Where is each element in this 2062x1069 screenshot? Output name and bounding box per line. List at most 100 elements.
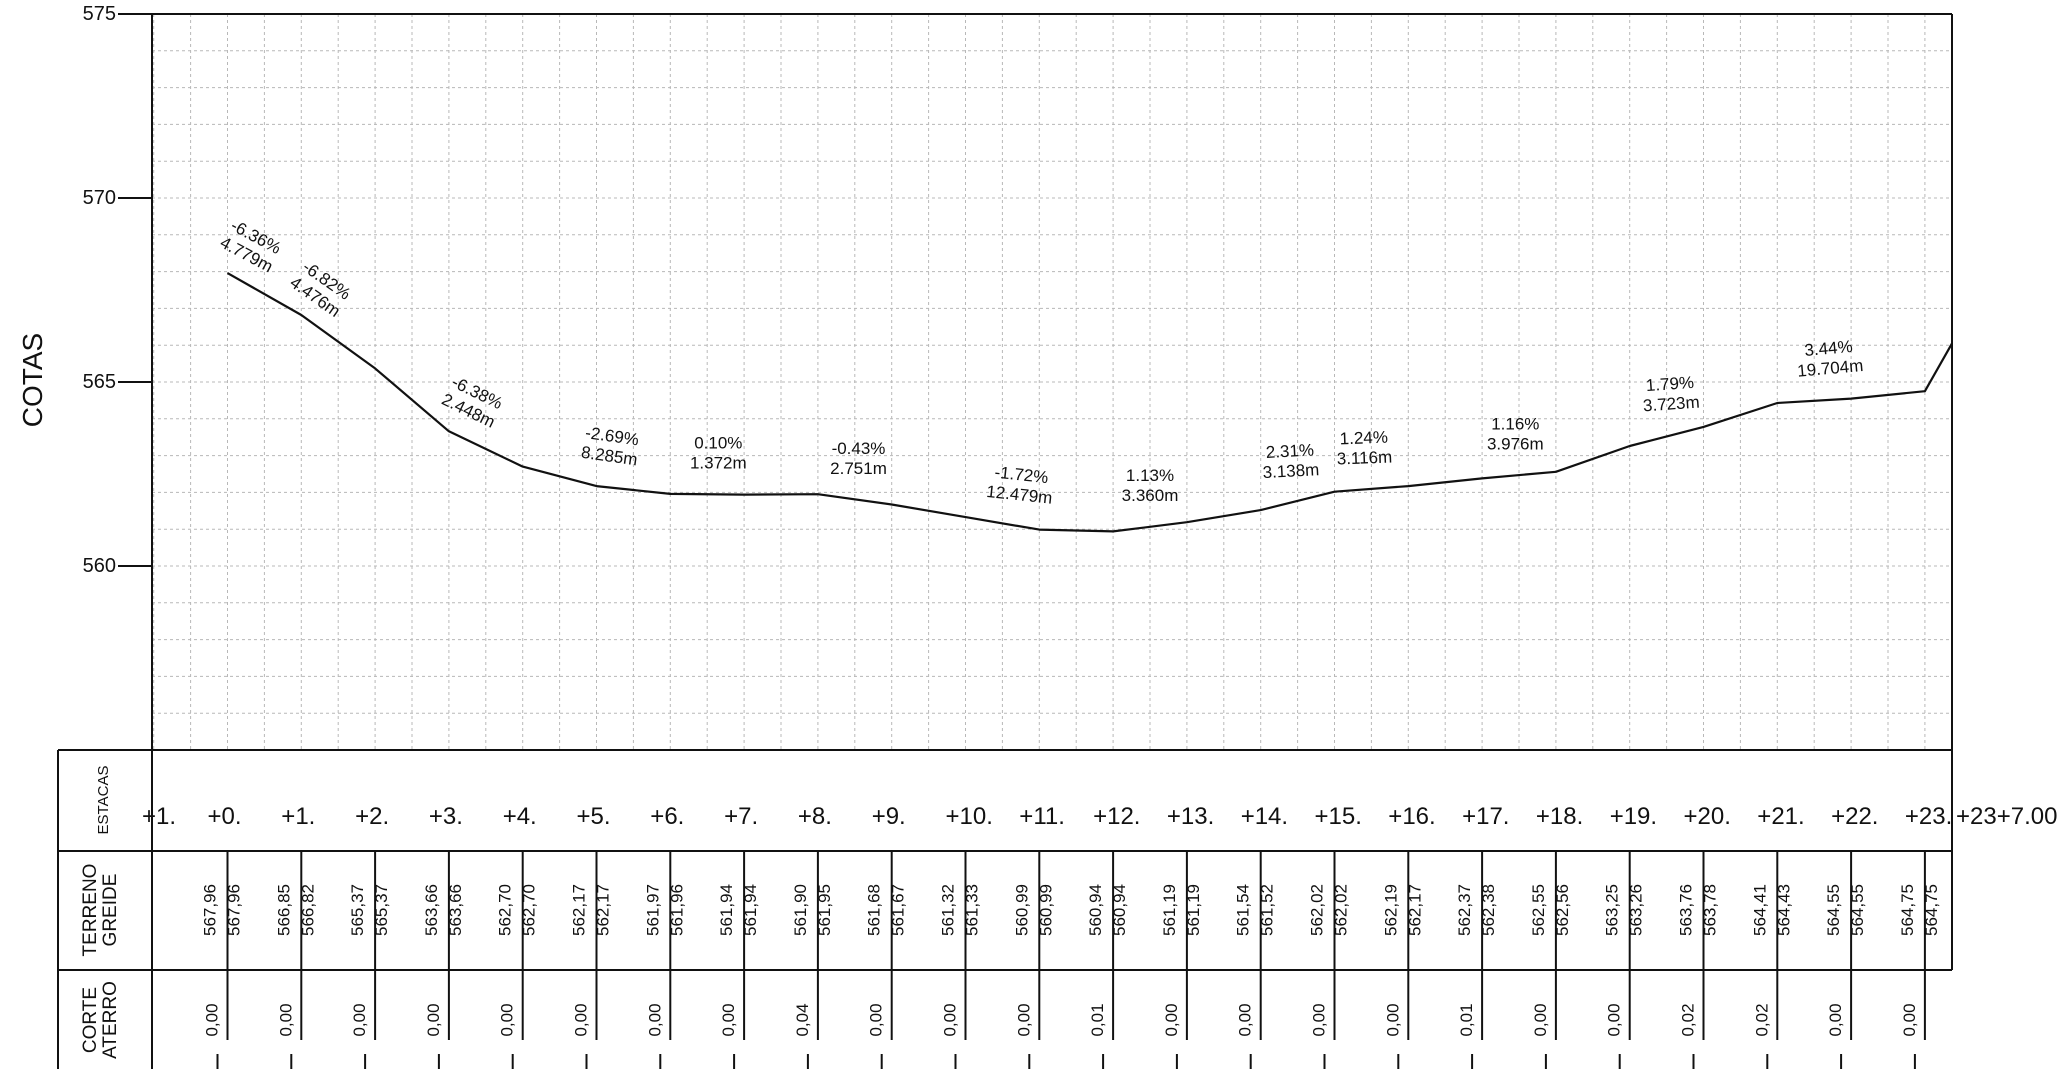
grid: [152, 14, 1952, 750]
profile-line: [226, 272, 1953, 533]
station-label: +5.: [577, 803, 611, 830]
table-row-label: CORTE: [80, 987, 101, 1053]
corte-value: 0,04: [793, 1003, 812, 1036]
greide-value: 562,70: [520, 884, 539, 936]
corte-value: 0,00: [867, 1003, 886, 1036]
terreno-value: 564,75: [1898, 884, 1917, 936]
station-label: +6.: [650, 803, 684, 830]
data-table: ESTACAS TERRENO GREIDE CORTE ATERRO +1. +0. +1.…: [57, 749, 2057, 1069]
station-label: +13.: [1167, 803, 1214, 830]
station-label: +0.: [208, 803, 242, 830]
corte-value: 0,00: [1310, 1003, 1329, 1036]
corte-value: 0,00: [1826, 1003, 1845, 1036]
station-label: +19.: [1610, 803, 1657, 830]
y-tick-label: 560: [83, 555, 116, 577]
grade-label: -0.43%2.751m: [830, 439, 887, 478]
terreno-value: 566,85: [274, 884, 293, 936]
corte-value: 0,00: [276, 1003, 295, 1036]
greide-value: 560,99: [1036, 884, 1055, 936]
station-label: +1.: [142, 803, 176, 830]
station-label: +1.: [281, 803, 315, 830]
terreno-value: 567,96: [201, 884, 220, 936]
corte-value: 0,00: [719, 1003, 738, 1036]
y-tick-label: 570: [83, 187, 116, 209]
terreno-value: 561,68: [865, 884, 884, 936]
grade-labels: -6.36%4.779m-6.82%4.476m-6.38%2.448m-2.6…: [217, 216, 1864, 508]
corte-value: 0,00: [424, 1003, 443, 1036]
greide-value: 561,95: [815, 884, 834, 936]
grade-label: 0.10%1.372m: [690, 433, 747, 472]
grade-percent: 3.44%: [1804, 337, 1854, 360]
grade-length: 3.138m: [1262, 460, 1320, 482]
grade-percent: 1.13%: [1126, 466, 1174, 485]
greide-value: 562,56: [1553, 884, 1572, 936]
corte-value: 0,01: [1088, 1003, 1107, 1036]
grade-length: 1.372m: [690, 453, 747, 472]
corte-value: 0,00: [1605, 1003, 1624, 1036]
station-label: +2.: [355, 803, 389, 830]
greide-value: 564,43: [1774, 884, 1793, 936]
y-axis-label: COTAS: [17, 333, 48, 427]
greide-value: 565,37: [372, 884, 391, 936]
station-label: +7.: [724, 803, 758, 830]
greide-value: 562,17: [594, 884, 613, 936]
greide-value: 560,94: [1110, 884, 1129, 936]
station-label: +23.: [1905, 803, 1952, 830]
grade-label: 1.13%3.360m: [1122, 466, 1179, 505]
corte-value: 0,00: [498, 1003, 517, 1036]
grade-percent: 1.16%: [1491, 414, 1539, 433]
terreno-value: 562,55: [1529, 884, 1548, 936]
greide-value: 564,55: [1848, 884, 1867, 936]
terreno-value: 563,25: [1603, 884, 1622, 936]
grade-label: -1.72%12.479m: [985, 463, 1053, 508]
corte-value: 0,00: [1236, 1003, 1255, 1036]
grade-label: 1.79%3.723m: [1642, 373, 1700, 416]
corte-value: 0,00: [1014, 1003, 1033, 1036]
station-label: +18.: [1536, 803, 1583, 830]
greide-value: 561,33: [963, 884, 982, 936]
station-label: +10.: [946, 803, 993, 830]
station-label: +8.: [798, 803, 832, 830]
corte-value: 0,02: [1679, 1003, 1698, 1036]
corte-value: 0,00: [1900, 1003, 1919, 1036]
terreno-value: 565,37: [348, 884, 367, 936]
greide-value: 561,52: [1258, 884, 1277, 936]
station-label: +12.: [1093, 803, 1140, 830]
table-row-label: ESTACAS: [95, 766, 112, 835]
greide-value: 561,19: [1184, 884, 1203, 936]
greide-value: 562,38: [1479, 884, 1498, 936]
terreno-value: 562,17: [570, 884, 589, 936]
greide-value: 562,02: [1332, 884, 1351, 936]
station-label: +20.: [1684, 803, 1731, 830]
grade-length: 3.360m: [1122, 486, 1179, 505]
grade-length: 3.116m: [1336, 448, 1392, 469]
grade-label: 1.24%3.116m: [1336, 428, 1392, 469]
terreno-value: 562,19: [1381, 884, 1400, 936]
terreno-value: 564,55: [1824, 884, 1843, 936]
grade-label: 3.44%19.704m: [1796, 337, 1864, 381]
terreno-value: 561,94: [717, 884, 736, 936]
greide-value: 563,66: [446, 884, 465, 936]
table-row-label: GREIDE: [100, 874, 121, 947]
corte-value: 0,00: [645, 1003, 664, 1036]
grade-percent: 2.31%: [1265, 440, 1314, 461]
grade-percent: -0.43%: [832, 439, 886, 458]
terreno-value: 560,94: [1086, 884, 1105, 936]
greide-value: 564,75: [1922, 884, 1941, 936]
corte-value: 0,00: [350, 1003, 369, 1036]
terreno-value: 561,90: [791, 884, 810, 936]
station-label: +11.: [1019, 803, 1065, 830]
station-label: +15.: [1315, 803, 1362, 830]
corte-value: 0,00: [572, 1003, 591, 1036]
corte-value: 0,00: [1531, 1003, 1550, 1036]
y-tick-label: 565: [83, 371, 116, 393]
grade-label: 1.16%3.976m: [1487, 414, 1544, 453]
grade-label: -2.69%8.285m: [580, 423, 640, 469]
grade-length: 2.751m: [830, 459, 887, 478]
station-label: +22.: [1831, 803, 1878, 830]
terreno-value: 561,19: [1160, 884, 1179, 936]
station-label: +21.: [1757, 803, 1804, 830]
table-row-label: TERRENO: [80, 864, 101, 957]
